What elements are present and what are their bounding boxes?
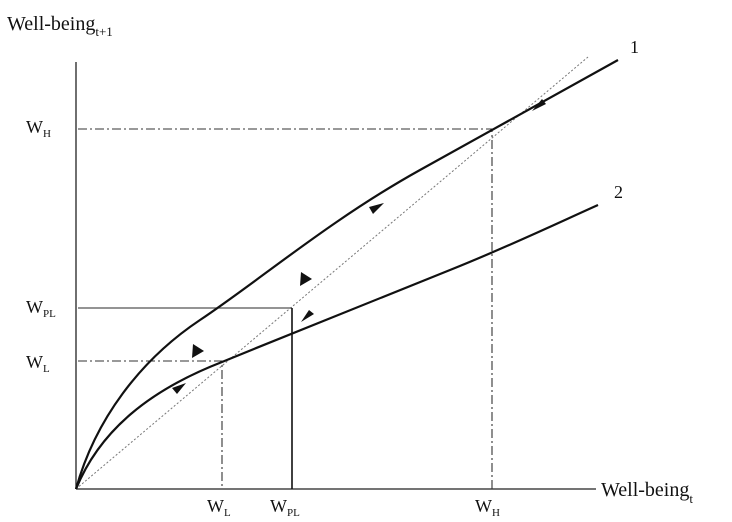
diagonal-arrow-upper (300, 272, 312, 286)
curve-1-arrow-up (369, 203, 384, 214)
y-label-wpl: WPL (26, 297, 56, 320)
x-label-wpl-sub: PL (287, 507, 300, 519)
y-axis-title: Well-beingt+1 (7, 13, 113, 39)
y-label-wh-sub: H (43, 128, 51, 140)
x-axis-title: Well-beingt (601, 479, 693, 506)
x-axis-title-main: Well-being (601, 479, 689, 501)
y-label-wpl-sub: PL (43, 308, 56, 320)
curve-2-arrow-up (172, 383, 186, 394)
diagonal-45-line (75, 56, 589, 490)
curve-1 (74, 59, 619, 490)
curve-1-label: 1 (630, 37, 639, 57)
x-label-wh: WH (475, 496, 500, 519)
curve-1-arrow-down (532, 99, 546, 111)
y-label-wh-main: W (26, 117, 43, 137)
x-label-wl-main: W (207, 496, 224, 516)
curve-2 (74, 203, 599, 490)
x-label-wpl: WPL (270, 496, 300, 519)
y-label-wpl-main: W (26, 297, 43, 317)
y-label-wl: WL (26, 352, 50, 375)
y-axis-title-main: Well-being (7, 13, 95, 35)
x-label-wh-main: W (475, 496, 492, 516)
x-label-wh-sub: H (492, 507, 500, 519)
y-label-wl-main: W (26, 352, 43, 372)
y-label-wl-sub: L (43, 363, 50, 375)
x-label-wl-sub: L (224, 507, 231, 519)
x-axis-title-sub: t (689, 491, 693, 506)
x-label-wpl-main: W (270, 496, 287, 516)
y-axis-title-sub: t+1 (95, 24, 112, 39)
wh-guide-lines (78, 128, 493, 489)
curve-2-arrow-down (301, 310, 314, 322)
x-label-wl: WL (207, 496, 231, 519)
wl-guide-lines (78, 360, 223, 489)
diagonal-arrow-lower (192, 344, 204, 358)
y-label-wh: WH (26, 117, 51, 140)
curve-2-label: 2 (614, 182, 623, 202)
